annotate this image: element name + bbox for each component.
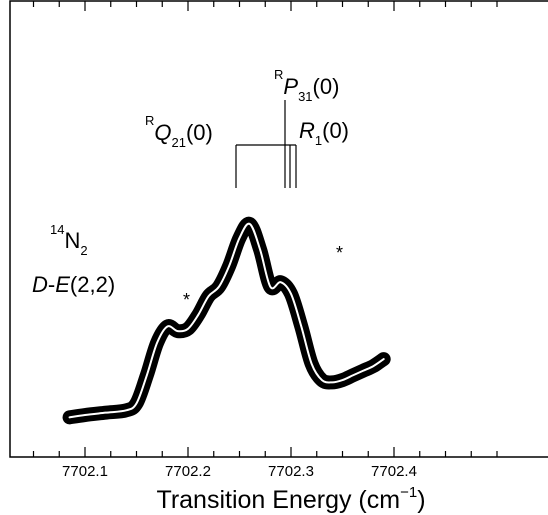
top-ticks	[32, 1, 498, 11]
peak-annotation-1: *	[183, 290, 190, 310]
band-label: D-E(2,2)	[32, 272, 115, 297]
x-tick-label: 7702.2	[165, 463, 211, 480]
label-r1: R1(0)	[299, 118, 349, 148]
spectrum-trace-centerline	[68, 222, 385, 419]
plot-frame	[9, 0, 548, 458]
x-tick-label: 7702.4	[371, 463, 417, 480]
x-tick-label: 7702.1	[62, 463, 108, 480]
label-rq21: RQ21(0)	[145, 113, 213, 150]
label-rp31: RP31(0)	[274, 67, 339, 104]
x-tick-label: 7702.3	[268, 463, 314, 480]
x-axis-title: Transition Energy (cm−1)	[156, 484, 425, 514]
molecule-label: 14N2	[50, 222, 88, 258]
assignment-stick-diagram	[235, 100, 297, 188]
x-tick-labels: 7702.1 7702.2 7702.3 7702.4	[62, 463, 417, 480]
bottom-ticks	[32, 447, 498, 457]
peak-annotation-2: *	[336, 243, 343, 263]
